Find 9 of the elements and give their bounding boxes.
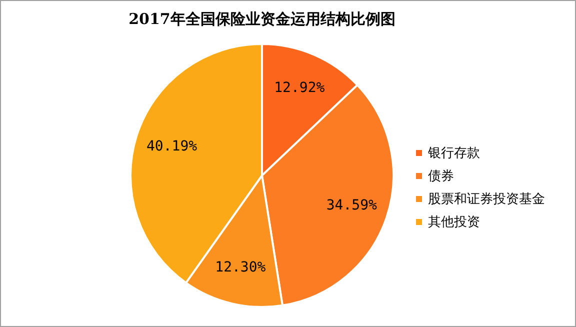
legend-label: 债券 [428,168,454,184]
data-label: 40.19% [146,138,198,154]
legend-label: 银行存款 [428,144,480,162]
legend-label: 股票和证券投资基金 [428,190,545,208]
legend-label: 其他投资 [428,214,480,230]
data-label: 34.59% [326,198,378,214]
chart-title: 2017年全国保险业资金运用结构比例图 [128,10,396,28]
data-label: 12.30% [215,259,266,276]
data-label: 12.92% [274,80,326,96]
